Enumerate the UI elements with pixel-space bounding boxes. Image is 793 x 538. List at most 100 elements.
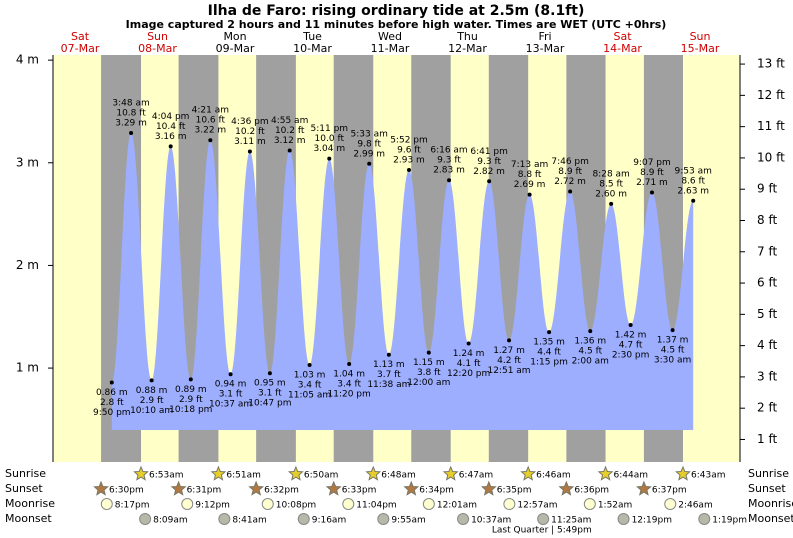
- tide-height-ft: 3.1 ft: [219, 390, 243, 400]
- tide-time: 9:53 am: [675, 166, 712, 176]
- moonset-time: 8:09am: [153, 516, 188, 526]
- tide-height-m: 1.24 m: [453, 349, 485, 359]
- tide-height-ft: 8.9 ft: [640, 168, 664, 178]
- tide-height-m: 3.16 m: [155, 132, 187, 142]
- moonrise-icon: [181, 498, 194, 510]
- day-weekday: Sun: [690, 30, 711, 43]
- tide-time: 1:15 pm: [530, 358, 568, 368]
- moonset-icon: [457, 513, 470, 525]
- moonrise-icon: [583, 498, 596, 510]
- sunrise-time: 6:43am: [691, 471, 726, 481]
- day-date: 07-Mar: [61, 42, 100, 55]
- sunrise-time: 6:51am: [226, 471, 261, 481]
- sunset-icon: [636, 480, 652, 496]
- tide-height-ft: 4.7 ft: [619, 340, 643, 350]
- y2-tick-label: 5 ft: [757, 307, 777, 321]
- moonrise-time: 2:46am: [678, 501, 713, 511]
- tide-point: [247, 149, 252, 154]
- tide-height-m: 2.63 m: [677, 186, 709, 196]
- moonset-icon: [218, 513, 231, 525]
- tide-height-ft: 4.5 ft: [661, 346, 685, 356]
- tide-point: [149, 378, 154, 383]
- tide-height-ft: 9.3 ft: [477, 157, 501, 167]
- tide-area: [111, 133, 694, 430]
- tide-height-ft: 9.6 ft: [397, 145, 421, 155]
- moonrise-icon: [261, 498, 274, 510]
- tide-point: [547, 330, 552, 335]
- sunset-icon: [93, 480, 109, 496]
- tide-point: [670, 328, 675, 333]
- tide-point: [347, 361, 352, 366]
- day-date: 12-Mar: [448, 42, 487, 55]
- tide-height-ft: 3.4 ft: [298, 380, 322, 390]
- day-weekday: Mon: [223, 30, 246, 43]
- tide-height-m: 1.36 m: [574, 337, 606, 347]
- tide-time: 9:07 pm: [633, 158, 671, 168]
- tide-height-m: 1.13 m: [373, 360, 405, 370]
- moonrise-time: 1:52am: [598, 501, 633, 511]
- tide-point: [327, 156, 332, 161]
- tide-time: 12:00 am: [407, 378, 450, 388]
- tide-time: 5:52 pm: [390, 135, 428, 145]
- y-tick-label: 1 m: [16, 361, 39, 375]
- y2-tick-label: 4 ft: [757, 338, 777, 352]
- row-label-right: Moonset: [748, 512, 793, 525]
- tide-point: [487, 179, 492, 184]
- tide-point: [447, 178, 452, 183]
- y2-tick-label: 9 ft: [757, 182, 777, 196]
- tide-point: [628, 322, 633, 327]
- tide-time: 7:13 am: [511, 160, 548, 170]
- tide-height-ft: 10.4 ft: [156, 122, 186, 132]
- tide-height-ft: 4.1 ft: [457, 359, 481, 369]
- tide-time: 10:47 pm: [248, 399, 291, 409]
- day-weekday: Sun: [147, 30, 168, 43]
- moonrise-time: 8:17pm: [115, 501, 150, 511]
- tide-time: 3:48 am: [112, 99, 149, 109]
- sunrise-time: 6:48am: [381, 471, 416, 481]
- tide-time: 9:50 pm: [93, 408, 131, 418]
- tide-point: [228, 372, 233, 377]
- tide-height-m: 2.93 m: [393, 155, 425, 165]
- moonrise-icon: [100, 498, 113, 510]
- y-tick-label: 3 m: [16, 155, 39, 169]
- moonrise-icon: [503, 498, 516, 510]
- tide-height-m: 2.71 m: [636, 178, 668, 188]
- tide-height-m: 2.72 m: [554, 177, 586, 187]
- row-label-right: Moonrise: [748, 497, 793, 510]
- tide-height-m: 1.03 m: [294, 370, 326, 380]
- tide-time: 5:11 pm: [311, 124, 349, 134]
- moonset-icon: [698, 513, 711, 525]
- sunrise-time: 6:47am: [459, 471, 494, 481]
- tide-height-ft: 4.4 ft: [537, 348, 561, 358]
- tide-point: [649, 190, 654, 195]
- tide-height-m: 1.04 m: [333, 369, 365, 379]
- tide-height-ft: 9.8 ft: [357, 139, 381, 149]
- moonset-time: 12:19pm: [632, 516, 672, 526]
- moonset-icon: [297, 513, 310, 525]
- moonrise-icon: [422, 498, 435, 510]
- day-weekday: Sat: [614, 30, 633, 43]
- moonset-time: 9:55am: [391, 516, 426, 526]
- tide-height-m: 1.27 m: [493, 346, 525, 356]
- tide-point: [609, 201, 614, 206]
- tide-height-ft: 4.5 ft: [578, 347, 602, 357]
- tide-height-m: 2.83 m: [433, 166, 465, 176]
- moonset-time: 9:16am: [312, 516, 347, 526]
- sunset-time: 6:32pm: [264, 486, 299, 496]
- tide-point: [568, 189, 573, 194]
- sunrise-icon: [133, 465, 149, 481]
- sunrise-time: 6:44am: [614, 471, 649, 481]
- moonset-time: 11:25am: [551, 516, 591, 526]
- tide-point: [287, 148, 292, 153]
- sunset-time: 6:34pm: [419, 486, 454, 496]
- tide-height-m: 0.86 m: [96, 388, 128, 398]
- tide-point: [466, 341, 471, 346]
- tide-height-m: 3.22 m: [195, 126, 227, 136]
- tide-time: 5:33 am: [351, 129, 388, 139]
- tide-time: 11:20 pm: [328, 389, 371, 399]
- tide-height-ft: 10.2 ft: [235, 127, 265, 137]
- day-weekday: Sat: [71, 30, 90, 43]
- sunrise-icon: [442, 465, 459, 481]
- tide-height-m: 1.15 m: [413, 358, 445, 368]
